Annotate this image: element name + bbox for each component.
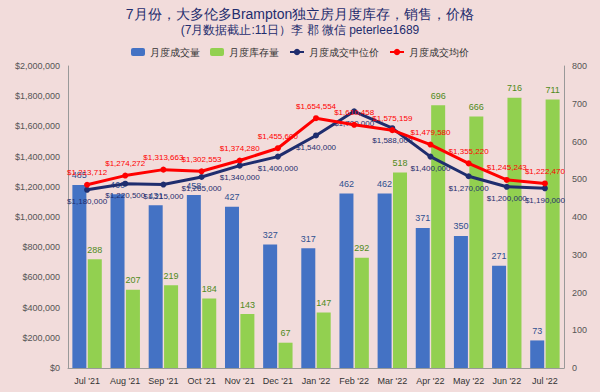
svg-text:$1,000,000: $1,000,000 bbox=[15, 212, 60, 222]
svg-text:600: 600 bbox=[572, 137, 587, 147]
svg-text:Dec '21: Dec '21 bbox=[263, 376, 293, 386]
svg-text:67: 67 bbox=[281, 328, 291, 338]
svg-text:Sep '21: Sep '21 bbox=[148, 376, 178, 386]
svg-text:$800,000: $800,000 bbox=[22, 242, 60, 252]
svg-text:$1,700,000: $1,700,000 bbox=[334, 118, 375, 128]
svg-text:0: 0 bbox=[572, 363, 577, 373]
svg-text:$1,355,220: $1,355,220 bbox=[449, 147, 490, 156]
svg-text:$1,374,280: $1,374,280 bbox=[220, 144, 261, 153]
svg-text:$1,265,000: $1,265,000 bbox=[182, 184, 223, 193]
svg-text:月度成交中位价: 月度成交中位价 bbox=[309, 47, 379, 58]
svg-text:$0: $0 bbox=[50, 363, 60, 373]
svg-text:Jul '21: Jul '21 bbox=[74, 376, 100, 386]
svg-text:716: 716 bbox=[507, 83, 522, 93]
svg-text:$200,000: $200,000 bbox=[22, 333, 60, 343]
svg-text:73: 73 bbox=[532, 326, 542, 336]
svg-text:$1,479,580: $1,479,580 bbox=[410, 128, 451, 137]
svg-text:月度库存量: 月度库存量 bbox=[229, 47, 279, 58]
svg-text:(7月数据截止:11日）李 郡 微信 peterlee168: (7月数据截止:11日）李 郡 微信 peterlee1689 bbox=[181, 23, 420, 37]
svg-text:$1,222,470: $1,222,470 bbox=[525, 167, 566, 176]
svg-text:184: 184 bbox=[202, 284, 217, 294]
svg-text:219: 219 bbox=[164, 271, 179, 281]
svg-text:Jun '22: Jun '22 bbox=[492, 376, 521, 386]
svg-text:350: 350 bbox=[453, 221, 468, 231]
svg-text:$1,400,000: $1,400,000 bbox=[258, 164, 299, 173]
svg-text:$1,200,000: $1,200,000 bbox=[487, 194, 528, 203]
svg-text:月度成交量: 月度成交量 bbox=[150, 47, 200, 58]
svg-text:317: 317 bbox=[301, 234, 316, 244]
svg-text:$1,220,500: $1,220,500 bbox=[105, 191, 146, 200]
svg-text:$1,200,000: $1,200,000 bbox=[15, 182, 60, 192]
svg-text:462: 462 bbox=[339, 179, 354, 189]
svg-text:462: 462 bbox=[377, 179, 392, 189]
svg-text:Oct '21: Oct '21 bbox=[187, 376, 215, 386]
svg-text:$1,245,243: $1,245,243 bbox=[487, 163, 528, 172]
svg-text:711: 711 bbox=[545, 85, 559, 95]
svg-text:Jan '22: Jan '22 bbox=[302, 376, 331, 386]
svg-text:$1,610,458: $1,610,458 bbox=[334, 108, 375, 117]
svg-text:143: 143 bbox=[240, 300, 255, 310]
svg-text:$1,800,000: $1,800,000 bbox=[15, 91, 60, 101]
svg-text:May '22: May '22 bbox=[453, 376, 484, 386]
svg-text:300: 300 bbox=[572, 250, 587, 260]
svg-text:700: 700 bbox=[572, 99, 587, 109]
svg-text:$1,215,000: $1,215,000 bbox=[143, 192, 184, 201]
svg-text:666: 666 bbox=[469, 102, 484, 112]
svg-text:371: 371 bbox=[415, 213, 430, 223]
svg-text:$2,000,000: $2,000,000 bbox=[15, 61, 60, 71]
svg-text:$1,313,663: $1,313,663 bbox=[143, 153, 184, 162]
svg-text:$400,000: $400,000 bbox=[22, 303, 60, 313]
svg-text:518: 518 bbox=[392, 158, 407, 168]
svg-text:$1,190,000: $1,190,000 bbox=[525, 196, 566, 205]
svg-text:$1,540,000: $1,540,000 bbox=[296, 143, 337, 152]
svg-text:月度成交均价: 月度成交均价 bbox=[409, 47, 469, 58]
svg-text:200: 200 bbox=[572, 288, 587, 298]
svg-text:$1,600,000: $1,600,000 bbox=[15, 121, 60, 131]
svg-text:$1,180,000: $1,180,000 bbox=[67, 197, 108, 206]
svg-text:$1,400,000: $1,400,000 bbox=[15, 152, 60, 162]
svg-text:$1,270,000: $1,270,000 bbox=[449, 184, 490, 193]
svg-text:$1,302,553: $1,302,553 bbox=[182, 155, 223, 164]
svg-text:$1,588,000: $1,588,000 bbox=[372, 135, 413, 145]
svg-text:800: 800 bbox=[572, 61, 587, 71]
svg-text:$1,340,000: $1,340,000 bbox=[220, 173, 261, 182]
svg-text:Apr '22: Apr '22 bbox=[416, 376, 444, 386]
svg-text:Nov '21: Nov '21 bbox=[225, 376, 255, 386]
svg-text:$1,400,000: $1,400,000 bbox=[410, 164, 451, 173]
svg-text:$1,575,159: $1,575,159 bbox=[372, 114, 413, 123]
svg-text:327: 327 bbox=[263, 230, 278, 240]
svg-text:$600,000: $600,000 bbox=[22, 272, 60, 282]
svg-text:288: 288 bbox=[87, 245, 102, 255]
svg-text:427: 427 bbox=[224, 192, 239, 202]
svg-text:207: 207 bbox=[125, 275, 140, 285]
svg-text:Jul '22: Jul '22 bbox=[532, 376, 558, 386]
svg-text:271: 271 bbox=[492, 251, 507, 261]
svg-text:Mar '22: Mar '22 bbox=[377, 376, 407, 386]
svg-text:$1,274,272: $1,274,272 bbox=[105, 159, 146, 168]
svg-text:$1,213,712: $1,213,712 bbox=[67, 168, 108, 177]
svg-text:147: 147 bbox=[316, 298, 331, 308]
svg-text:7月份，大多伦多Brampton独立房月度库存，销售，价格: 7月份，大多伦多Brampton独立房月度库存，销售，价格 bbox=[126, 6, 474, 22]
svg-text:Aug '21: Aug '21 bbox=[110, 376, 140, 386]
svg-text:292: 292 bbox=[354, 243, 369, 253]
svg-text:$1,455,600: $1,455,600 bbox=[258, 132, 299, 141]
svg-text:100: 100 bbox=[572, 325, 587, 335]
svg-text:Feb '22: Feb '22 bbox=[339, 376, 369, 386]
svg-text:460: 460 bbox=[110, 179, 125, 190]
svg-text:696: 696 bbox=[431, 91, 446, 101]
svg-text:$1,654,554: $1,654,554 bbox=[296, 102, 337, 111]
svg-text:400: 400 bbox=[572, 212, 587, 222]
svg-text:500: 500 bbox=[572, 174, 587, 184]
